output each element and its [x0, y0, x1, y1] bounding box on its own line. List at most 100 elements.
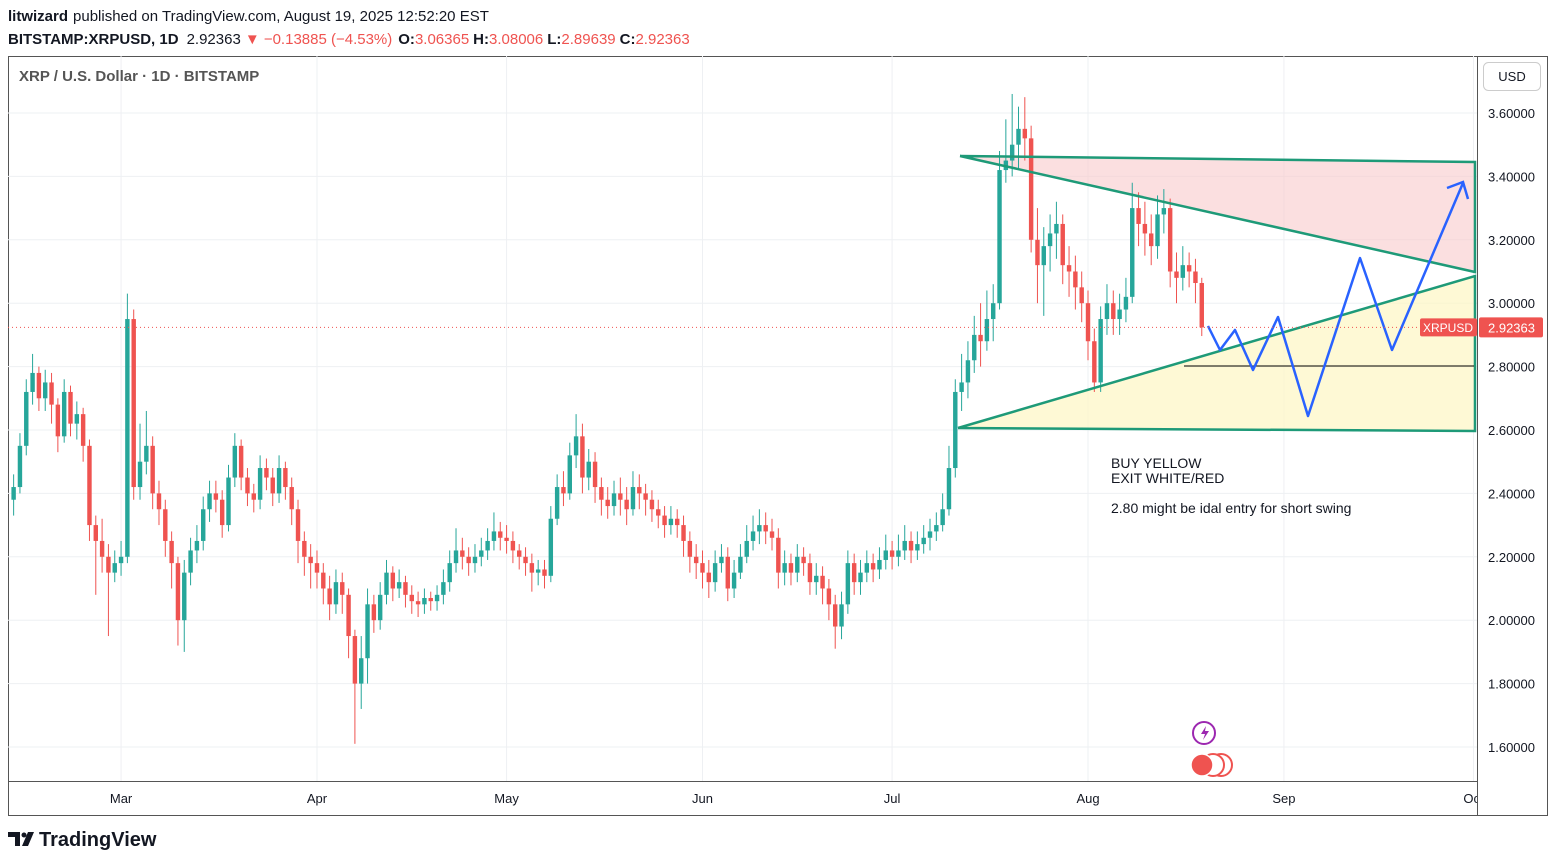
candle-body	[1079, 287, 1084, 304]
ohlc-value: 3.06365	[415, 31, 469, 48]
y-tick-label: 3.20000	[1488, 233, 1535, 248]
candle-body	[649, 499, 655, 510]
currency: USD	[1498, 69, 1525, 84]
candle-body	[611, 493, 617, 507]
candle-body	[321, 572, 326, 589]
candle-body	[845, 563, 851, 605]
candle-body	[447, 563, 452, 583]
candle-body	[17, 445, 23, 488]
candle-body	[592, 461, 598, 488]
candle-body	[245, 477, 250, 494]
logo-text: TradingView	[39, 829, 157, 851]
candle-body	[624, 499, 629, 510]
candle-body	[289, 487, 294, 510]
candle-body	[940, 509, 945, 526]
candle-body	[131, 319, 136, 488]
candle-body	[675, 518, 680, 526]
candle-body	[934, 525, 939, 532]
published: published on TradingView.com, August 19,…	[73, 8, 489, 25]
candles	[11, 93, 1204, 744]
candle-body	[561, 487, 566, 494]
candle-body	[788, 563, 794, 573]
candle-body	[302, 540, 307, 557]
candle-body	[801, 556, 806, 564]
candle-body	[795, 556, 800, 573]
candle-body	[839, 604, 844, 627]
candle-body	[1073, 271, 1078, 288]
candle-body	[883, 550, 888, 560]
candle-body	[87, 445, 92, 526]
candle-body	[1104, 303, 1110, 320]
candle-body	[422, 597, 427, 605]
ohlc-value: 3.08006	[489, 31, 543, 48]
candle-body	[396, 582, 402, 589]
candle-body	[466, 556, 471, 564]
y-tick-label: 1.60000	[1488, 740, 1535, 755]
candle-body	[1155, 214, 1160, 247]
candle-body	[630, 487, 636, 510]
candle-body	[1193, 271, 1198, 284]
candle-body	[668, 518, 674, 526]
candle-body	[1085, 303, 1091, 342]
logo: TradingView	[8, 829, 157, 851]
candle-body	[213, 493, 219, 500]
candle-body	[1136, 208, 1141, 224]
candle-body	[997, 170, 1002, 304]
y-tick-label: 1.80000	[1488, 677, 1535, 692]
candle-body	[106, 556, 111, 573]
last-price: 2.92363	[187, 31, 241, 48]
candle-body	[1174, 271, 1179, 278]
candle-body	[580, 436, 585, 478]
candle-body	[1161, 208, 1167, 215]
candle-body	[959, 382, 964, 392]
candle-body	[226, 477, 231, 526]
drawings	[958, 156, 1475, 431]
candle-body	[1092, 341, 1097, 383]
candle-body	[896, 550, 901, 557]
candle-body	[599, 487, 604, 500]
candle-body	[1047, 233, 1053, 247]
candle-body	[851, 563, 857, 583]
candle-body	[567, 455, 572, 494]
candle-body	[232, 445, 238, 478]
candle-body	[498, 531, 503, 538]
candle-body	[409, 594, 414, 602]
ohlc-label: L:	[547, 31, 561, 48]
candle-body	[137, 461, 143, 488]
annotation: EXIT WHITE/RED	[1111, 470, 1224, 486]
event-icons	[1190, 721, 1233, 777]
candle-body	[750, 531, 756, 541]
candle-body	[706, 572, 712, 583]
candle-body	[479, 550, 484, 557]
candle-body	[1035, 239, 1040, 266]
candle-body	[1117, 309, 1122, 320]
candle-body	[453, 550, 459, 564]
candle-body	[1186, 265, 1192, 272]
chart-title: XRP / U.S. Dollar · 1D · BITSTAMP	[19, 68, 259, 85]
x-axis: Mar Apr May Jun Jul Aug Sep Oct	[110, 791, 1477, 806]
candle-body	[535, 569, 541, 573]
header-line-2: BITSTAMP:XRPUSD, 1D 2.92363 ▼ −0.13885 (−4…	[8, 31, 690, 48]
candle-body	[219, 499, 225, 526]
candle-body	[150, 445, 155, 494]
candle-body	[352, 636, 358, 684]
drawing-lines	[957, 154, 1477, 433]
candle-body	[573, 436, 579, 456]
candle-body	[276, 468, 282, 494]
candle-body	[769, 531, 775, 538]
candle-body	[188, 550, 193, 573]
candle-body	[921, 537, 926, 545]
candle-body	[1111, 303, 1116, 320]
candle-body	[182, 572, 187, 621]
candle-body	[61, 391, 67, 437]
annotation: 2.80 might be idal entry for short swing	[1111, 500, 1351, 516]
logo-mark	[21, 832, 27, 838]
candle-body	[314, 563, 320, 573]
candle-body	[74, 414, 80, 424]
ohlc-value: 2.89639	[561, 31, 615, 48]
candle-body	[251, 493, 256, 500]
chart-frame	[8, 56, 1548, 816]
candle-body	[1142, 223, 1148, 234]
candle-body	[283, 468, 288, 488]
candle-body	[833, 604, 838, 627]
